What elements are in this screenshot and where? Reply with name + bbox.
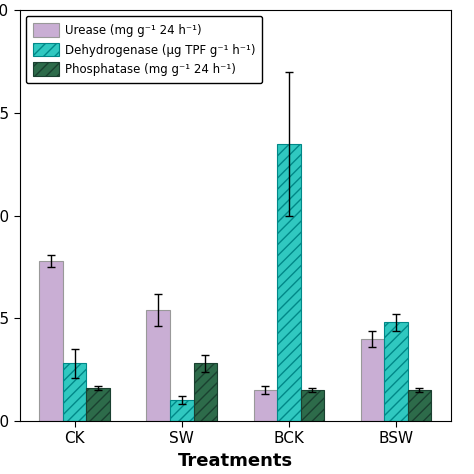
Bar	[193, 364, 217, 421]
Bar	[254, 390, 277, 421]
Bar	[86, 388, 110, 421]
Bar	[277, 144, 301, 421]
Bar	[39, 261, 63, 421]
Bar	[384, 322, 408, 421]
X-axis label: Treatments: Treatments	[178, 452, 293, 470]
Bar	[170, 401, 193, 421]
Bar	[361, 339, 384, 421]
Bar	[301, 390, 324, 421]
Legend: Urease (mg g⁻¹ 24 h⁻¹), Dehydrogenase (μg TPF g⁻¹ h⁻¹), Phosphatase (mg g⁻¹ 24 h: Urease (mg g⁻¹ 24 h⁻¹), Dehydrogenase (μ…	[26, 16, 262, 83]
Bar	[408, 390, 431, 421]
Bar	[63, 364, 86, 421]
Bar	[146, 310, 170, 421]
